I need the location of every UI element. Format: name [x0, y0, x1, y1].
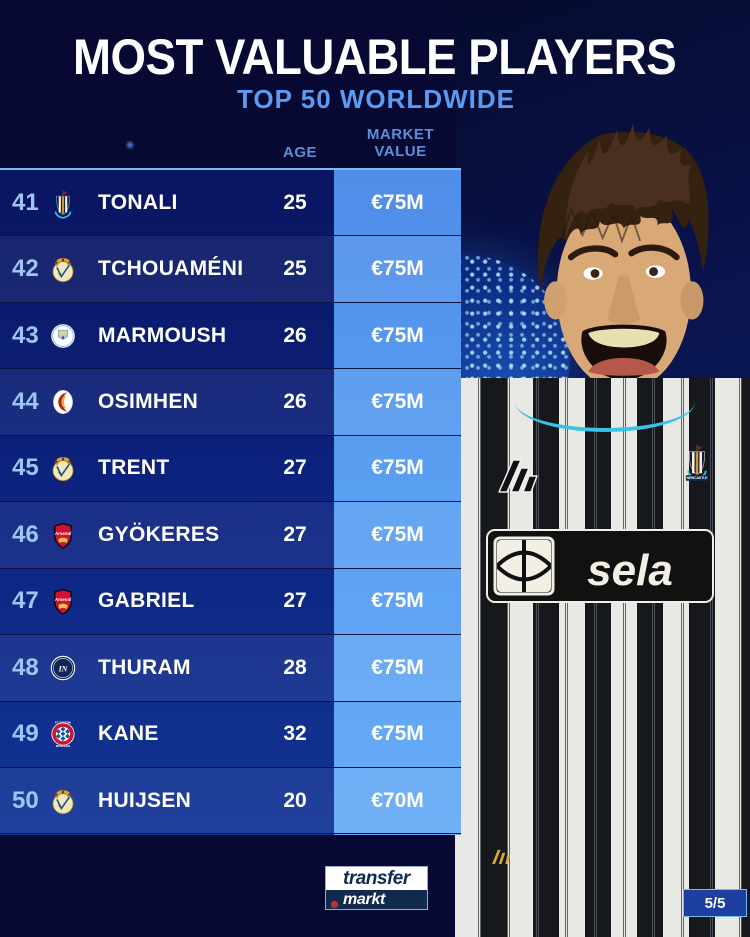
svg-text:sela: sela [587, 546, 673, 595]
svg-text:NEWCASTLE: NEWCASTLE [687, 476, 709, 480]
svg-text:MUNCHEN: MUNCHEN [56, 744, 70, 748]
svg-text:FC BAYERN: FC BAYERN [55, 721, 71, 725]
svg-text:IN: IN [58, 665, 68, 674]
svg-text:Arsenal: Arsenal [54, 597, 72, 602]
svg-text:Arsenal: Arsenal [54, 531, 72, 536]
